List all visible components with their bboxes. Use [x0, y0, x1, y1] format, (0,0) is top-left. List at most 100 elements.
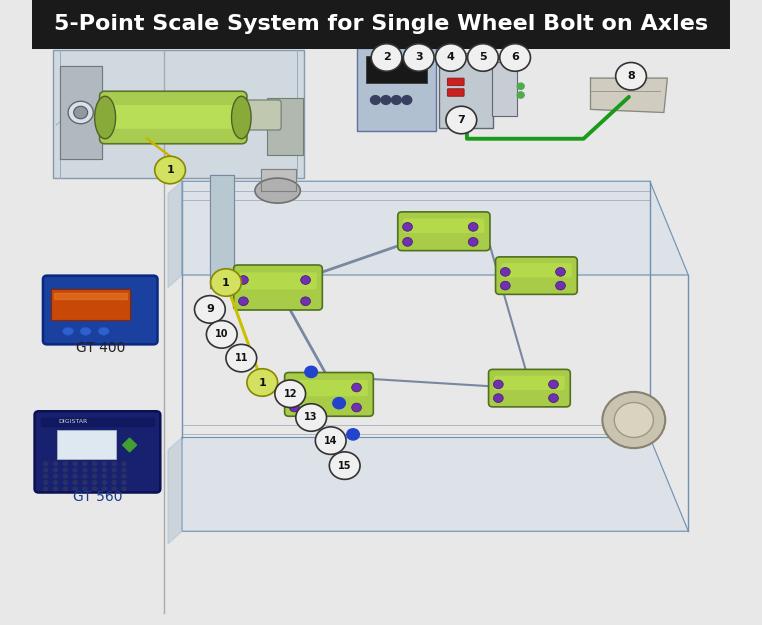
FancyBboxPatch shape	[34, 411, 160, 492]
Circle shape	[102, 474, 107, 478]
Circle shape	[469, 222, 478, 231]
Circle shape	[210, 269, 242, 296]
Circle shape	[403, 44, 434, 71]
Circle shape	[555, 268, 565, 276]
Circle shape	[247, 369, 277, 396]
Text: 1: 1	[258, 378, 266, 388]
Circle shape	[73, 462, 77, 466]
Circle shape	[74, 106, 88, 119]
FancyBboxPatch shape	[366, 56, 427, 82]
Circle shape	[315, 427, 346, 454]
Text: 1: 1	[166, 165, 174, 175]
FancyBboxPatch shape	[267, 98, 303, 155]
Circle shape	[517, 92, 524, 98]
Polygon shape	[182, 181, 688, 275]
Circle shape	[43, 468, 48, 472]
FancyBboxPatch shape	[104, 105, 242, 129]
Circle shape	[102, 468, 107, 472]
Polygon shape	[261, 169, 296, 191]
Circle shape	[402, 238, 412, 246]
Circle shape	[53, 468, 58, 472]
Circle shape	[92, 462, 97, 466]
Ellipse shape	[255, 178, 300, 203]
Polygon shape	[59, 66, 101, 159]
Circle shape	[392, 96, 402, 104]
Circle shape	[555, 281, 565, 290]
Polygon shape	[54, 292, 126, 299]
Text: GT 400: GT 400	[75, 341, 125, 355]
FancyBboxPatch shape	[494, 376, 565, 390]
Text: 1: 1	[222, 278, 230, 288]
Circle shape	[53, 474, 58, 478]
Circle shape	[112, 468, 117, 472]
Circle shape	[92, 487, 97, 491]
FancyBboxPatch shape	[447, 78, 464, 86]
Circle shape	[73, 468, 77, 472]
Text: 14: 14	[324, 436, 338, 446]
Ellipse shape	[80, 328, 91, 335]
Ellipse shape	[94, 96, 116, 139]
FancyBboxPatch shape	[100, 91, 247, 144]
Circle shape	[614, 402, 653, 437]
Circle shape	[83, 481, 87, 484]
Ellipse shape	[98, 328, 109, 335]
Circle shape	[494, 380, 503, 389]
Circle shape	[43, 474, 48, 478]
Circle shape	[347, 429, 360, 440]
Circle shape	[112, 487, 117, 491]
Circle shape	[102, 487, 107, 491]
Circle shape	[53, 487, 58, 491]
Circle shape	[296, 404, 327, 431]
FancyBboxPatch shape	[53, 50, 304, 178]
Text: 11: 11	[235, 353, 248, 363]
Circle shape	[73, 481, 77, 484]
Polygon shape	[591, 78, 668, 112]
Circle shape	[122, 487, 126, 491]
Circle shape	[329, 452, 360, 479]
Circle shape	[603, 392, 665, 448]
Circle shape	[301, 297, 310, 306]
FancyBboxPatch shape	[57, 430, 116, 459]
Circle shape	[122, 462, 126, 466]
Circle shape	[402, 222, 412, 231]
Circle shape	[290, 403, 299, 412]
FancyBboxPatch shape	[290, 380, 368, 396]
Circle shape	[500, 44, 530, 71]
Circle shape	[517, 83, 524, 89]
Circle shape	[83, 474, 87, 478]
Polygon shape	[41, 418, 154, 426]
Circle shape	[155, 156, 185, 184]
Circle shape	[122, 481, 126, 484]
Circle shape	[73, 487, 77, 491]
Circle shape	[468, 44, 498, 71]
Text: 4: 4	[447, 52, 455, 62]
Circle shape	[83, 487, 87, 491]
Text: 15: 15	[338, 461, 351, 471]
Circle shape	[63, 481, 67, 484]
FancyBboxPatch shape	[501, 263, 572, 278]
Bar	[32, 0, 730, 49]
Circle shape	[226, 344, 257, 372]
Circle shape	[371, 44, 402, 71]
Circle shape	[112, 462, 117, 466]
Circle shape	[63, 462, 67, 466]
FancyBboxPatch shape	[492, 62, 517, 116]
FancyBboxPatch shape	[285, 372, 373, 416]
Circle shape	[275, 380, 306, 408]
Circle shape	[63, 468, 67, 472]
FancyBboxPatch shape	[237, 100, 281, 130]
Circle shape	[469, 238, 478, 246]
Circle shape	[53, 462, 58, 466]
Circle shape	[435, 44, 466, 71]
Circle shape	[43, 462, 48, 466]
Circle shape	[381, 96, 391, 104]
Text: GT 560: GT 560	[72, 490, 122, 504]
Circle shape	[112, 481, 117, 484]
Circle shape	[352, 383, 361, 392]
Polygon shape	[182, 438, 688, 531]
Polygon shape	[210, 175, 235, 288]
Text: 6: 6	[511, 52, 519, 62]
Circle shape	[122, 468, 126, 472]
Circle shape	[63, 474, 67, 478]
Circle shape	[305, 366, 318, 378]
